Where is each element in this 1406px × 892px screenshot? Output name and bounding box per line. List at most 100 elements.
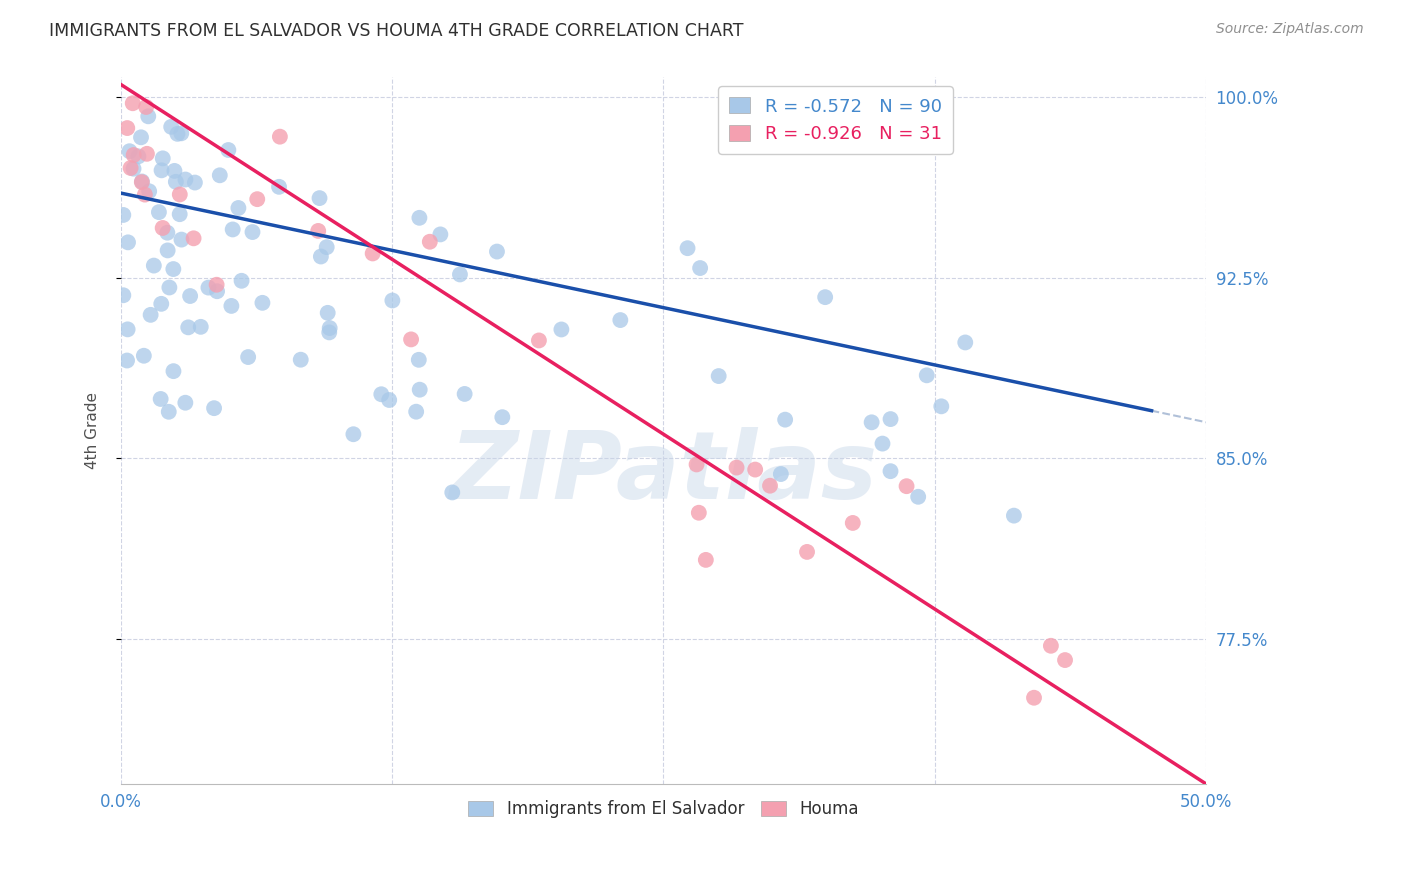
Point xyxy=(162,262,184,277)
Point xyxy=(307,224,329,238)
Point xyxy=(179,289,201,303)
Point xyxy=(162,364,184,378)
Point xyxy=(685,458,707,472)
Point xyxy=(117,121,139,136)
Point xyxy=(184,176,207,190)
Point xyxy=(915,368,938,383)
Point xyxy=(117,235,139,250)
Point xyxy=(246,192,269,206)
Point xyxy=(929,400,952,414)
Point xyxy=(163,164,186,178)
Point xyxy=(309,250,332,264)
Text: ZIPatlas: ZIPatlas xyxy=(450,427,877,519)
Point xyxy=(236,350,259,364)
Point xyxy=(136,109,159,123)
Point xyxy=(132,349,155,363)
Point xyxy=(879,412,901,426)
Point xyxy=(315,240,337,254)
Text: Source: ZipAtlas.com: Source: ZipAtlas.com xyxy=(1216,22,1364,37)
Y-axis label: 4th Grade: 4th Grade xyxy=(86,392,100,469)
Point xyxy=(318,326,340,340)
Point xyxy=(174,395,197,409)
Point xyxy=(221,299,243,313)
Point xyxy=(112,288,135,302)
Point xyxy=(156,244,179,258)
Text: IMMIGRANTS FROM EL SALVADOR VS HOUMA 4TH GRADE CORRELATION CHART: IMMIGRANTS FROM EL SALVADOR VS HOUMA 4TH… xyxy=(49,22,744,40)
Point xyxy=(676,241,699,255)
Point xyxy=(269,129,291,144)
Point xyxy=(183,231,205,245)
Point xyxy=(138,184,160,198)
Point xyxy=(491,410,513,425)
Point xyxy=(148,205,170,219)
Point xyxy=(115,353,138,368)
Point xyxy=(231,274,253,288)
Point xyxy=(773,412,796,426)
Point xyxy=(409,383,432,397)
Point xyxy=(139,308,162,322)
Point xyxy=(318,321,340,335)
Point xyxy=(896,479,918,493)
Point xyxy=(170,233,193,247)
Point xyxy=(221,222,243,236)
Point xyxy=(228,201,250,215)
Point xyxy=(419,235,441,249)
Point xyxy=(197,280,219,294)
Point xyxy=(135,146,157,161)
Point xyxy=(121,96,143,111)
Point xyxy=(290,352,312,367)
Point xyxy=(208,169,231,183)
Point xyxy=(550,322,572,336)
Point xyxy=(689,261,711,276)
Point xyxy=(695,553,717,567)
Legend: Immigrants from El Salvador, Houma: Immigrants from El Salvador, Houma xyxy=(461,794,865,825)
Point xyxy=(127,149,149,163)
Point xyxy=(135,100,157,114)
Point xyxy=(117,322,139,336)
Point xyxy=(129,130,152,145)
Point xyxy=(205,277,228,292)
Point xyxy=(150,163,173,178)
Point xyxy=(1039,639,1062,653)
Point xyxy=(842,516,865,530)
Point xyxy=(408,352,430,367)
Point xyxy=(361,246,384,260)
Point xyxy=(441,485,464,500)
Point xyxy=(527,334,550,348)
Point xyxy=(131,175,153,189)
Point xyxy=(796,545,818,559)
Point xyxy=(120,161,142,175)
Point xyxy=(165,175,187,189)
Point xyxy=(169,187,191,202)
Point xyxy=(405,405,427,419)
Point xyxy=(342,427,364,442)
Point xyxy=(152,221,174,235)
Point xyxy=(170,126,193,140)
Point xyxy=(399,332,422,346)
Point xyxy=(429,227,451,242)
Point xyxy=(1022,690,1045,705)
Point xyxy=(152,152,174,166)
Point xyxy=(316,306,339,320)
Point xyxy=(725,460,748,475)
Point xyxy=(177,320,200,334)
Point xyxy=(150,297,173,311)
Point xyxy=(707,369,730,384)
Point xyxy=(190,319,212,334)
Point xyxy=(378,392,401,407)
Point xyxy=(872,436,894,450)
Point xyxy=(156,226,179,240)
Point xyxy=(205,284,228,298)
Point xyxy=(160,120,183,134)
Point xyxy=(217,143,239,157)
Point xyxy=(134,187,156,202)
Point xyxy=(242,225,264,239)
Point xyxy=(169,207,191,221)
Point xyxy=(122,148,145,162)
Point xyxy=(879,464,901,478)
Point xyxy=(688,506,710,520)
Point xyxy=(122,161,145,176)
Point xyxy=(202,401,225,416)
Point xyxy=(174,172,197,186)
Point xyxy=(1002,508,1025,523)
